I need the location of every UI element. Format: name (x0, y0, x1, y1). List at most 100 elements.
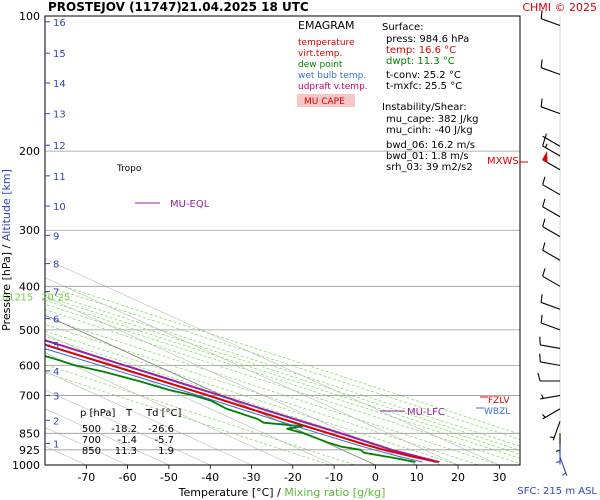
mixing-ratio-line (45, 317, 500, 465)
barb-half-feather (541, 394, 544, 399)
barb-feather (540, 59, 543, 68)
temperature-tick: -40 (201, 471, 219, 484)
barb-feather (540, 294, 543, 303)
srh03-value: srh_03: 39 m2/s2 (386, 162, 473, 173)
legend-title: EMAGRAM (298, 19, 355, 32)
legend-item-dew-point: dew point (298, 60, 343, 70)
altitude-tick: 14 (53, 79, 66, 90)
barb-shaft (540, 344, 561, 349)
wbzl-label: WBZL (484, 407, 510, 417)
legend-item-wet-bulb: wet bulb temp. (298, 71, 366, 81)
temperature-tick: -30 (243, 471, 261, 484)
mxws-label: MXWS (487, 156, 519, 167)
altitude-tick: 15 (53, 49, 66, 60)
parcel-line (45, 339, 440, 463)
altitude-tick: 10 (53, 202, 66, 213)
barb-feather (542, 268, 546, 277)
wetbulb-line (45, 348, 423, 463)
barb-shaft (552, 421, 561, 441)
legend-item-temperature: temperature (298, 38, 355, 48)
altitude-tick: 11 (53, 172, 66, 183)
pressure-tick: 700 (19, 389, 40, 402)
bwd06-value: bwd_06: 16.2 m/s (386, 140, 475, 151)
plot-frame (44, 15, 521, 466)
barb-feather (539, 336, 541, 345)
barb-feather (539, 353, 541, 362)
mixing-ratio-label: 25 (58, 292, 71, 303)
info-panel: Surface: press: 984.6 hPa temp: 16.6 °C … (382, 22, 478, 173)
mu-eql-label: MU-EQL (170, 199, 210, 210)
wind-barb (542, 408, 561, 420)
barb-shaft (559, 456, 568, 477)
barb-shaft (541, 106, 561, 115)
barb-shaft (542, 408, 561, 420)
mixing-ratio-line (45, 299, 520, 455)
barb-feather (540, 314, 543, 324)
wind-barb (540, 314, 561, 331)
barb-half-feather (555, 460, 561, 463)
table-cell: 11.3 (115, 446, 137, 457)
tmxfc-value: t-mxfc: 25.5 °C (386, 81, 462, 92)
altitude-tick: 13 (53, 110, 66, 121)
altitude-tick: 6 (53, 315, 59, 326)
y-axis-label: Pressure [hPa] / Altitude [km] (0, 169, 13, 331)
barb-half-feather (562, 472, 567, 476)
barb-shaft (542, 226, 561, 238)
mixing-ratio-line (63, 285, 520, 435)
pressure-tick-labels: 100 200 300 400 500 600 700 850 925 1000 (12, 10, 40, 472)
wind-barb (540, 10, 561, 27)
altitude-tick: 16 (53, 18, 66, 29)
legend: EMAGRAM temperature virt.temp. dew point… (297, 19, 368, 107)
pressure-tick: 600 (19, 359, 40, 372)
mixing-ratio-line (45, 323, 479, 465)
altitude-tick: 8 (53, 260, 59, 271)
mixing-ratio-line (45, 309, 520, 465)
table-header-t: T (125, 408, 133, 419)
annotations: Tropo MU-EQL MU-LFC FZLV WBZL MXWS SFC: … (116, 156, 597, 497)
table-row: 850 11.3 1.9 (82, 446, 174, 457)
table-cell: 700 (82, 435, 101, 446)
wind-barb (542, 198, 561, 218)
fzlv-label: FZLV (488, 396, 510, 406)
temperature-tick: -20 (284, 471, 302, 484)
pressure-tick: 1000 (12, 459, 40, 472)
dewpoint-line (45, 355, 416, 463)
mixing-ratio-line (45, 372, 331, 465)
surface-temp: temp: 16.6 °C (386, 45, 456, 56)
bwd01-value: bwd_01: 1.8 m/s (386, 151, 469, 162)
plot-content (45, 150, 520, 465)
barb-shaft (542, 206, 561, 218)
table-cell: 500 (82, 424, 101, 435)
barb-feather (537, 372, 541, 382)
mu-cape-badge (297, 94, 355, 107)
wind-barb (559, 456, 568, 477)
isotherm-line (45, 277, 459, 465)
temperature-tick: 20 (451, 471, 465, 484)
isotherm-line (45, 314, 376, 465)
mixing-ratio-line (45, 330, 459, 465)
pressure-tick: 925 (19, 444, 40, 457)
wind-barb (540, 59, 561, 76)
barb-half-feather (542, 414, 546, 418)
isotherm-line (45, 296, 417, 465)
altitude-tick: 2 (53, 416, 59, 427)
temperature-tick: 0 (372, 471, 379, 484)
pressure-tick: 300 (19, 224, 40, 237)
tropo-label: Tropo (116, 164, 142, 174)
table-cell: -5.7 (154, 435, 174, 446)
mixing-ratio-label: 20 (41, 292, 54, 303)
legend-item-updraft: udpraft v.temp. (298, 82, 368, 92)
profile-lines (45, 339, 440, 463)
wind-barb (542, 242, 561, 261)
wind-barb (539, 353, 561, 366)
isotherm-line (45, 371, 252, 465)
mixing-ratio-label: 10 (0, 292, 8, 303)
altitude-tick: 9 (53, 231, 59, 242)
isobars (45, 150, 520, 451)
virtual-temperature-line (45, 343, 440, 463)
wind-barb (540, 394, 561, 400)
barb-half-feather (544, 133, 547, 138)
table-cell: -18.2 (111, 424, 137, 435)
mixing-ratio-line (45, 364, 355, 465)
